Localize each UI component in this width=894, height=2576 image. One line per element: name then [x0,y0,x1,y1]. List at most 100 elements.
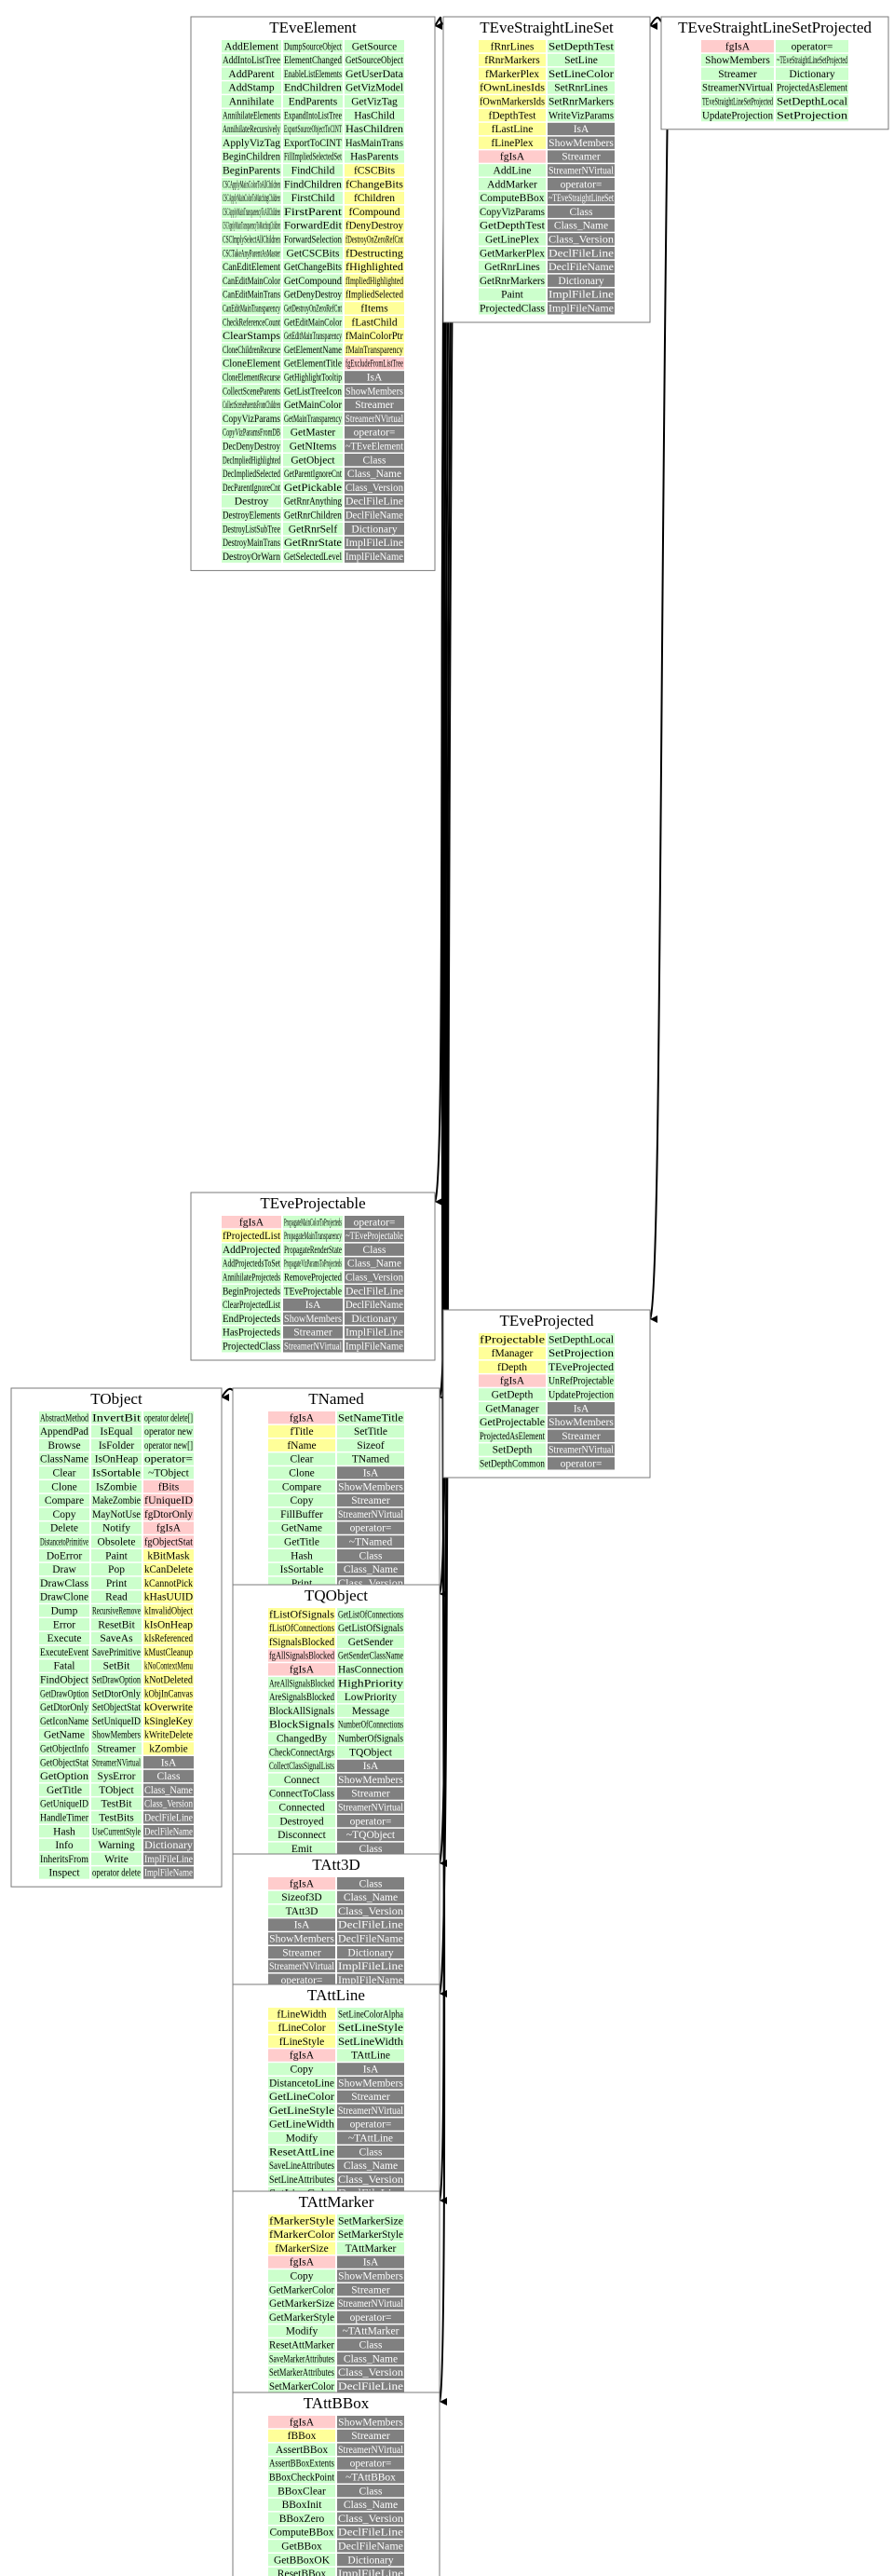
method-link[interactable]: InheritsFrom [40,1854,88,1865]
method-link[interactable]: ~TAttMarker [343,2326,400,2337]
method-link[interactable]: operator= [350,2459,392,2470]
method-link[interactable]: CSCTakeAnyParentAsMaster [223,248,280,259]
method-link[interactable]: ImplFileName [338,1975,403,1986]
method-link[interactable]: ImplFileLine [338,1961,403,1972]
method-link[interactable]: Class_Name [344,1564,398,1575]
method-link[interactable]: ~TEveProjectable [345,1231,403,1242]
method-link[interactable]: SetLineWidth [338,2037,403,2048]
method-link[interactable]: GetUniqueID [40,1799,88,1810]
data-member-link[interactable]: kMustCleanup [144,1647,193,1658]
method-link[interactable]: Sizeof3D [281,1892,321,1903]
method-link[interactable]: AddLine [494,166,532,177]
method-link[interactable]: GetDestroyOnZeroRefCnt [284,304,342,315]
method-link[interactable]: GetObjectStat [40,1757,89,1768]
method-link[interactable]: FindObject [40,1675,89,1686]
method-link[interactable]: HasChild [354,110,395,121]
method-link[interactable]: BlockAllSignals [269,1706,334,1717]
method-link[interactable]: GetPickable [284,483,342,494]
method-link[interactable]: SetRnrLines [554,83,608,94]
method-link[interactable]: StreamerNVirtual [338,2298,403,2310]
method-link[interactable]: ForwardEdit [284,221,343,232]
method-link[interactable]: GetVizModel [345,83,403,94]
method-link[interactable]: ShowMembers [705,55,770,66]
method-link[interactable]: Notify [102,1523,130,1534]
method-link[interactable]: GetLineStyle [269,2106,334,2117]
method-link[interactable]: SetDepthLocal [777,97,847,108]
method-link[interactable]: Connect [284,1775,320,1786]
method-link[interactable]: fgDtorOnly [144,1509,193,1520]
method-link[interactable]: FindChild [291,166,335,177]
method-link[interactable]: fgIsA [156,1523,182,1534]
method-link[interactable]: DrawClone [40,1592,88,1603]
method-link[interactable]: CSCApplyMainTransparencyToAllChildren [223,207,280,218]
method-link[interactable]: HandleTimer [40,1813,88,1824]
method-link[interactable]: Dictionary [351,524,397,535]
data-member-link[interactable]: fLinePlex [491,138,534,149]
method-link[interactable]: fgIsA [725,41,751,52]
method-link[interactable]: AnnihilateRecursively [223,124,280,135]
method-link[interactable]: fUniqueID [144,1495,193,1506]
method-link[interactable]: Class [359,1550,383,1561]
data-member-link[interactable]: fLastChild [351,317,397,328]
method-link[interactable]: Read [105,1592,128,1603]
method-link[interactable]: fgIsA [290,2051,315,2062]
method-link[interactable]: AddIntoListTree [223,55,280,66]
method-link[interactable]: CSCImplySelectAllChildren [223,235,280,246]
method-link[interactable]: GetObject [291,455,335,466]
method-link[interactable]: FillBuffer [280,1509,323,1520]
method-link[interactable]: GetSource [352,41,398,52]
method-link[interactable]: StreamerNVirtual [549,166,614,177]
method-link[interactable]: GetHighlightTooltip [284,373,342,384]
data-member-link[interactable]: fChildren [354,193,395,204]
method-link[interactable]: SetDepthLocal [549,1334,614,1345]
method-link[interactable]: AddMarker [487,179,537,190]
method-link[interactable]: Class_Version [144,1799,193,1810]
method-link[interactable]: Class [157,1771,181,1782]
method-link[interactable]: Hash [53,1826,75,1837]
method-link[interactable]: ImplFileName [549,304,614,315]
method-link[interactable]: DecImpliedHighlighted [223,455,280,466]
method-link[interactable]: BlockSignals [269,1720,335,1731]
method-link[interactable]: ~TQObject [346,1830,396,1841]
method-link[interactable]: GetElementName [284,345,342,356]
method-link[interactable]: IsSortable [280,1564,324,1575]
method-link[interactable]: TAttMarker [345,2243,397,2255]
method-link[interactable]: Inspect [48,1868,80,1879]
method-link[interactable]: ~TEveStraightLineSet [549,193,615,204]
method-link[interactable]: SetProjection [777,110,847,121]
method-link[interactable]: SetMarkerAttributes [269,2367,334,2378]
method-link[interactable]: operator= [561,179,603,190]
method-link[interactable]: Warning [98,1840,135,1851]
method-link[interactable]: AppendPad [40,1426,88,1438]
method-link[interactable]: ExportToCINT [284,138,342,149]
method-link[interactable]: Info [55,1840,73,1851]
method-link[interactable]: IsA [305,1300,321,1311]
data-member-link[interactable]: kObjInCanvas [144,1688,193,1699]
method-link[interactable]: GetBBoxOK [274,2555,331,2566]
method-link[interactable]: GetMainTransparency [284,414,342,425]
method-link[interactable]: EnableListElements [284,69,342,80]
method-link[interactable]: GetChangeBits [284,262,342,273]
method-link[interactable]: GetTitle [47,1785,82,1796]
method-link[interactable]: ProjectedAsElement [777,83,848,94]
method-link[interactable]: ~TEveStraightLineSetProjected [777,55,847,66]
method-link[interactable]: Modify [286,2326,318,2337]
data-member-link[interactable]: fMainTransparency [345,345,403,356]
method-link[interactable]: DrawClass [40,1578,89,1589]
method-link[interactable]: SetBit [103,1661,131,1672]
method-link[interactable]: CollectSceneParentsFromChildren [223,400,280,411]
data-member-link[interactable]: fRnrMarkers [484,55,540,66]
method-link[interactable]: SetMarkerSize [338,2215,403,2227]
method-link[interactable]: operator= [350,1816,392,1827]
method-link[interactable]: IsFolder [99,1440,135,1452]
method-link[interactable]: ImplFileLine [345,1328,403,1339]
method-link[interactable]: IsA [363,2257,379,2269]
data-member-link[interactable]: fDestructing [345,248,403,259]
method-link[interactable]: CheckConnectArgs [269,1747,334,1758]
method-link[interactable]: DeclFileName [549,262,614,273]
method-link[interactable]: DestroyMainTrans [223,538,280,549]
data-member-link[interactable]: kHasUUID [144,1592,193,1603]
method-link[interactable]: LowPriority [345,1692,397,1703]
method-link[interactable]: StreamerNVirtual [338,2445,403,2456]
method-link[interactable]: ~TAttBBox [345,2473,396,2484]
